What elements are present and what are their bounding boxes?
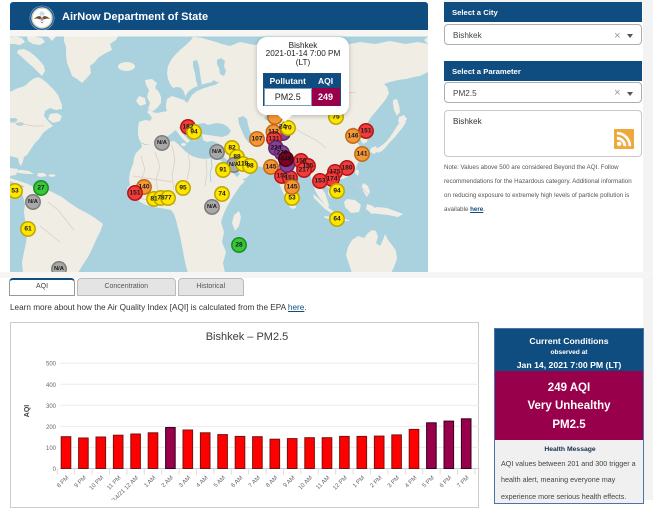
svg-text:131: 131 (268, 136, 279, 143)
svg-text:145: 145 (286, 184, 297, 191)
svg-text:400: 400 (46, 383, 57, 389)
svg-text:9 PM: 9 PM (74, 475, 88, 489)
svg-text:152: 152 (276, 173, 287, 180)
svg-text:2 PM: 2 PM (369, 475, 383, 489)
svg-text:6 AM: 6 AM (230, 475, 244, 489)
svg-text:64: 64 (333, 216, 341, 223)
svg-text:1 PM: 1 PM (352, 475, 366, 489)
svg-text:146: 146 (347, 133, 358, 140)
svg-text:N/A: N/A (229, 162, 240, 168)
svg-text:217: 217 (298, 167, 309, 174)
svg-text:11 PM: 11 PM (106, 475, 122, 491)
svg-text:182: 182 (182, 124, 193, 131)
svg-text:3 PM: 3 PM (387, 475, 401, 489)
svg-text:10 AM: 10 AM (298, 475, 314, 491)
svg-text:81: 81 (150, 196, 158, 203)
svg-text:448: 448 (280, 156, 291, 163)
svg-text:78: 78 (157, 195, 165, 202)
svg-text:200: 200 (46, 425, 57, 431)
svg-text:4 AM: 4 AM (196, 475, 210, 489)
svg-text:82: 82 (228, 145, 236, 152)
svg-text:2 AM: 2 AM (161, 475, 175, 489)
svg-text:12 PM: 12 PM (332, 475, 349, 492)
svg-text:145: 145 (265, 164, 276, 171)
svg-text:270: 270 (276, 150, 287, 157)
svg-text:112: 112 (268, 129, 279, 136)
svg-text:N/A: N/A (54, 266, 65, 272)
svg-text:70: 70 (284, 125, 292, 132)
svg-text:158: 158 (295, 158, 306, 165)
svg-text:74: 74 (218, 191, 226, 198)
svg-text:118: 118 (238, 161, 249, 168)
svg-text:4 PM: 4 PM (404, 475, 418, 489)
svg-text:8 PM: 8 PM (56, 475, 70, 489)
svg-text:155: 155 (302, 163, 313, 170)
svg-text:98: 98 (246, 163, 254, 170)
svg-text:75: 75 (332, 114, 340, 121)
svg-text:100: 100 (46, 446, 57, 452)
svg-text:AQI: AQI (24, 405, 31, 418)
svg-text:7 AM: 7 AM (248, 475, 262, 489)
svg-text:7 PM: 7 PM (456, 475, 470, 489)
svg-text:5 PM: 5 PM (422, 475, 436, 489)
svg-text:10 PM: 10 PM (89, 475, 106, 492)
svg-text:500: 500 (46, 362, 57, 368)
svg-text:94: 94 (190, 129, 198, 136)
svg-text:151: 151 (360, 128, 371, 135)
svg-text:141: 141 (356, 151, 367, 158)
svg-text:3 AM: 3 AM (178, 475, 192, 489)
svg-text:0: 0 (53, 467, 57, 473)
svg-text:175: 175 (329, 169, 340, 176)
svg-text:151: 151 (284, 175, 295, 182)
svg-text:N/A: N/A (28, 199, 39, 205)
svg-text:107: 107 (251, 136, 262, 143)
svg-text:300: 300 (46, 404, 57, 410)
svg-text:24: 24 (279, 124, 287, 131)
svg-text:224: 224 (270, 145, 281, 152)
svg-text:151: 151 (129, 190, 140, 197)
svg-text:53: 53 (11, 188, 19, 195)
svg-text:8 AM: 8 AM (265, 475, 279, 489)
svg-text:28: 28 (235, 242, 243, 249)
svg-text:153: 153 (314, 178, 325, 185)
svg-text:1 AM: 1 AM (143, 475, 157, 489)
svg-text:94: 94 (333, 188, 341, 195)
svg-text:N/A: N/A (207, 204, 218, 210)
svg-text:6 PM: 6 PM (439, 475, 453, 489)
svg-text:91: 91 (219, 167, 227, 174)
svg-text:88: 88 (233, 154, 241, 161)
svg-text:Bishkek – PM2.5: Bishkek – PM2.5 (206, 331, 289, 343)
svg-text:5 AM: 5 AM (213, 475, 227, 489)
svg-text:53: 53 (288, 195, 296, 202)
svg-text:95: 95 (179, 185, 187, 192)
svg-text:140: 140 (138, 184, 149, 191)
svg-text:N/A: N/A (212, 149, 223, 155)
svg-text:27: 27 (37, 185, 45, 192)
svg-text:180: 180 (341, 165, 352, 172)
svg-text:11 AM: 11 AM (315, 475, 331, 491)
svg-text:174: 174 (326, 176, 337, 183)
svg-text:61: 61 (24, 226, 32, 233)
svg-text:9 AM: 9 AM (283, 475, 297, 489)
svg-text:77: 77 (164, 195, 172, 202)
svg-text:N/A: N/A (157, 140, 168, 146)
